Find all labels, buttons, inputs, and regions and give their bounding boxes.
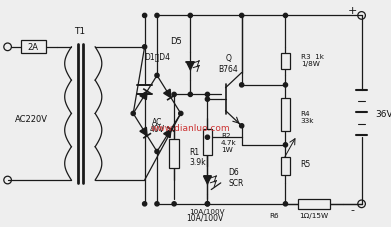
Bar xyxy=(203,129,212,155)
Circle shape xyxy=(205,202,210,206)
Text: AC220V: AC220V xyxy=(15,114,48,123)
Text: R5: R5 xyxy=(301,160,311,169)
Bar xyxy=(298,199,330,209)
Text: Q
B764: Q B764 xyxy=(219,54,238,73)
Circle shape xyxy=(205,98,210,102)
Text: R1
3.9k: R1 3.9k xyxy=(189,147,206,166)
Bar xyxy=(169,140,179,168)
Circle shape xyxy=(205,202,210,206)
Text: T1: T1 xyxy=(74,27,86,36)
Circle shape xyxy=(205,136,210,140)
Text: D6
SCR: D6 SCR xyxy=(228,168,244,187)
Text: 40V: 40V xyxy=(149,125,165,133)
Text: 10A/100V: 10A/100V xyxy=(190,209,225,215)
Polygon shape xyxy=(187,63,194,70)
Circle shape xyxy=(131,112,135,116)
Circle shape xyxy=(143,14,147,18)
Circle shape xyxy=(143,46,147,50)
Circle shape xyxy=(188,14,192,18)
Circle shape xyxy=(283,84,287,88)
Circle shape xyxy=(283,14,287,18)
Circle shape xyxy=(283,143,287,147)
Circle shape xyxy=(240,124,244,128)
Bar xyxy=(281,99,290,132)
Polygon shape xyxy=(140,128,147,136)
Text: AC: AC xyxy=(152,117,162,126)
Text: +: + xyxy=(347,6,357,16)
Text: 1Ω/15W: 1Ω/15W xyxy=(300,212,328,218)
Circle shape xyxy=(283,202,287,206)
Circle shape xyxy=(240,84,244,88)
Bar xyxy=(21,41,46,54)
Circle shape xyxy=(143,202,147,206)
Text: D1～D4: D1～D4 xyxy=(144,53,170,62)
Circle shape xyxy=(240,14,244,18)
Bar xyxy=(281,54,290,70)
Text: R2
4.7k
1W: R2 4.7k 1W xyxy=(221,132,237,152)
Polygon shape xyxy=(164,90,171,98)
Circle shape xyxy=(155,14,159,18)
Text: D5: D5 xyxy=(170,37,182,45)
Text: www.dianluo.com: www.dianluo.com xyxy=(151,124,230,133)
Circle shape xyxy=(155,74,159,78)
Text: 10A/100V: 10A/100V xyxy=(186,213,223,222)
Circle shape xyxy=(172,93,176,97)
Circle shape xyxy=(155,150,159,154)
Text: R3  1k
1/8W: R3 1k 1/8W xyxy=(301,54,324,67)
Text: 36V: 36V xyxy=(375,109,391,118)
Circle shape xyxy=(172,202,176,206)
Circle shape xyxy=(188,93,192,97)
Circle shape xyxy=(179,112,183,116)
Text: R4
33k: R4 33k xyxy=(301,110,314,123)
Polygon shape xyxy=(164,130,171,138)
Text: R6: R6 xyxy=(269,212,279,218)
Text: -: - xyxy=(350,205,354,215)
Circle shape xyxy=(155,202,159,206)
Polygon shape xyxy=(204,176,211,184)
Circle shape xyxy=(205,93,210,97)
Bar xyxy=(281,157,290,176)
Polygon shape xyxy=(140,92,147,100)
Text: 2A: 2A xyxy=(28,43,39,52)
